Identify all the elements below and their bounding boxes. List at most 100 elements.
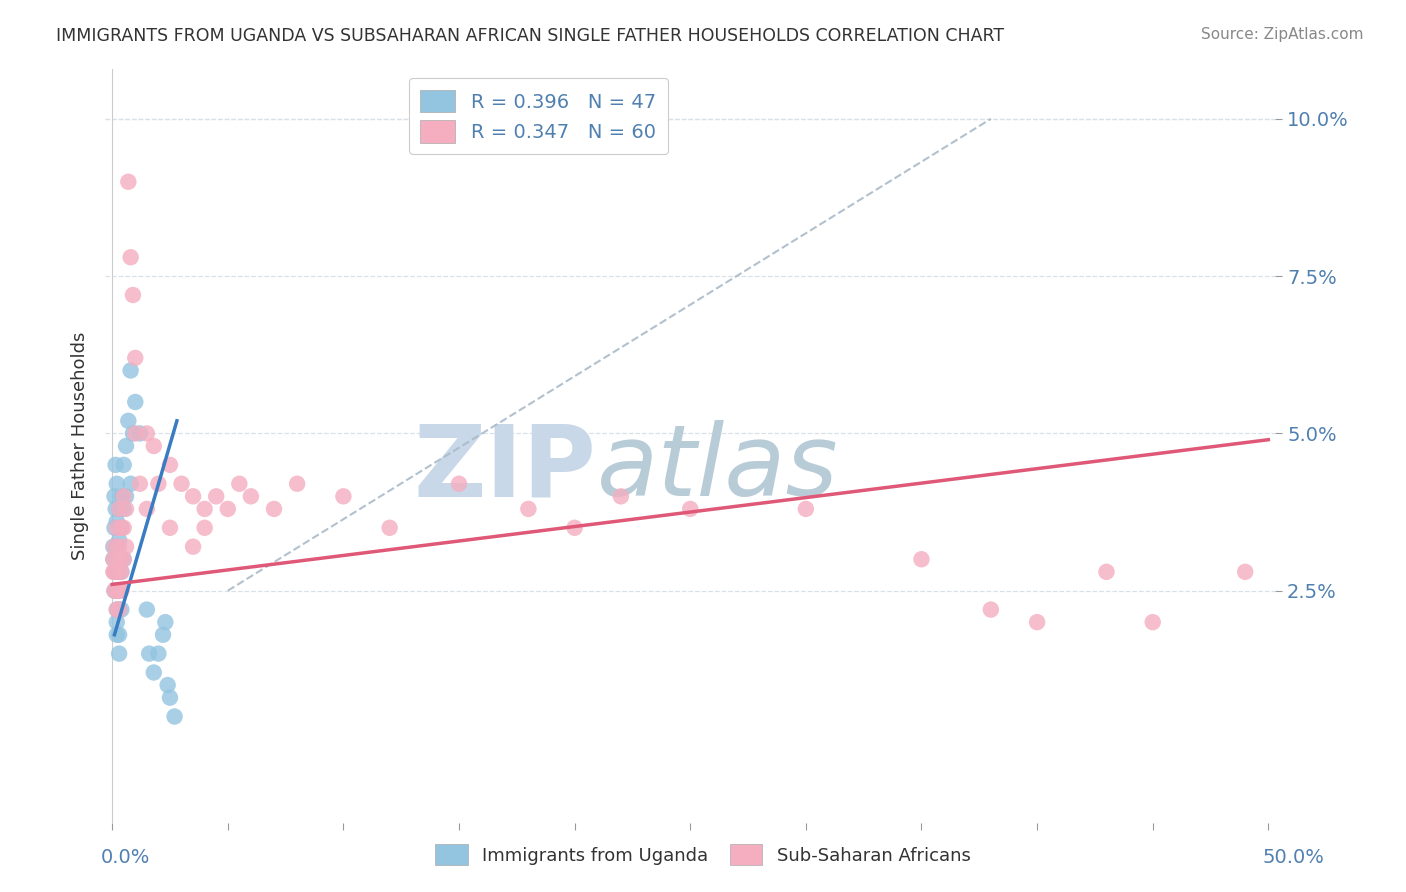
Point <box>120 476 142 491</box>
Point <box>679 502 702 516</box>
Point <box>108 565 131 579</box>
Point <box>124 395 146 409</box>
Point <box>1095 565 1118 579</box>
Point <box>105 521 128 535</box>
Y-axis label: Single Father Households: Single Father Households <box>72 332 89 560</box>
Point <box>159 458 181 472</box>
Point <box>332 489 354 503</box>
Point <box>112 458 135 472</box>
Point <box>103 565 125 579</box>
Point <box>564 521 586 535</box>
Point <box>112 489 135 503</box>
Point <box>110 565 132 579</box>
Point <box>217 502 239 516</box>
Point <box>122 288 145 302</box>
Point <box>1142 615 1164 629</box>
Point <box>148 476 170 491</box>
Point <box>105 583 128 598</box>
Point <box>108 533 131 548</box>
Point <box>108 540 131 554</box>
Point <box>378 521 401 535</box>
Point <box>108 583 131 598</box>
Point <box>228 476 250 491</box>
Point <box>447 476 470 491</box>
Point <box>110 552 132 566</box>
Point <box>194 502 217 516</box>
Point <box>105 583 128 598</box>
Point <box>239 489 262 503</box>
Point <box>129 476 152 491</box>
Point <box>110 583 132 598</box>
Point <box>110 565 132 579</box>
Point <box>170 476 193 491</box>
Point <box>285 476 308 491</box>
Point <box>115 502 138 516</box>
Point <box>124 351 146 365</box>
Point <box>112 552 135 566</box>
Point <box>1026 615 1049 629</box>
Point <box>181 489 204 503</box>
Text: atlas: atlas <box>596 420 838 517</box>
Point <box>148 647 170 661</box>
Point <box>110 489 132 503</box>
Point <box>120 250 142 264</box>
Point <box>105 602 128 616</box>
Point <box>110 521 132 535</box>
Point <box>112 552 135 566</box>
Point <box>104 502 127 516</box>
Point <box>103 540 125 554</box>
Point <box>105 615 128 629</box>
Point <box>103 489 125 503</box>
Point <box>105 540 128 554</box>
Point <box>108 602 131 616</box>
Point <box>115 439 138 453</box>
Point <box>105 476 128 491</box>
Point <box>135 602 157 616</box>
Point <box>115 540 138 554</box>
Point <box>610 489 633 503</box>
Point <box>105 552 128 566</box>
Point <box>163 709 186 723</box>
Point <box>105 602 128 616</box>
Text: IMMIGRANTS FROM UGANDA VS SUBSAHARAN AFRICAN SINGLE FATHER HOUSEHOLDS CORRELATIO: IMMIGRANTS FROM UGANDA VS SUBSAHARAN AFR… <box>56 27 1004 45</box>
Point <box>103 565 125 579</box>
Point <box>194 521 217 535</box>
Point <box>103 552 125 566</box>
Point <box>103 521 125 535</box>
Point <box>104 458 127 472</box>
Point <box>1234 565 1257 579</box>
Point <box>159 690 181 705</box>
Point <box>108 565 131 579</box>
Point <box>110 602 132 616</box>
Point <box>205 489 228 503</box>
Legend: R = 0.396   N = 47, R = 0.347   N = 60: R = 0.396 N = 47, R = 0.347 N = 60 <box>409 78 668 154</box>
Point <box>142 439 165 453</box>
Point <box>138 647 160 661</box>
Point <box>108 583 131 598</box>
Point <box>152 628 174 642</box>
Point <box>108 602 131 616</box>
Point <box>980 602 1002 616</box>
Point <box>155 615 177 629</box>
Point <box>105 515 128 529</box>
Point <box>910 552 932 566</box>
Text: 50.0%: 50.0% <box>1263 848 1324 867</box>
Point <box>517 502 540 516</box>
Point <box>103 565 125 579</box>
Point <box>122 426 145 441</box>
Text: ZIP: ZIP <box>413 420 596 517</box>
Point <box>103 540 125 554</box>
Point <box>142 665 165 680</box>
Point <box>129 426 152 441</box>
Legend: Immigrants from Uganda, Sub-Saharan Africans: Immigrants from Uganda, Sub-Saharan Afri… <box>427 837 979 872</box>
Text: 0.0%: 0.0% <box>101 848 150 867</box>
Point <box>105 628 128 642</box>
Point <box>181 540 204 554</box>
Point <box>159 521 181 535</box>
Point <box>108 502 131 516</box>
Point <box>794 502 817 516</box>
Point <box>135 426 157 441</box>
Point <box>115 489 138 503</box>
Point <box>120 363 142 377</box>
Point <box>112 521 135 535</box>
